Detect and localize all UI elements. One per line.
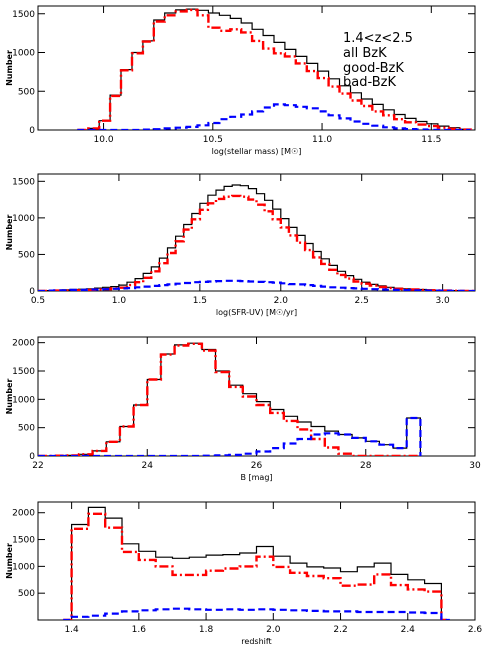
panel-3: 22 24 26 28 30 0 500 1000 1500 2000 B [mag] Number	[5, 336, 481, 482]
series-good-line	[77, 8, 472, 130]
y-tick-label: 1500	[12, 367, 35, 377]
legend-entry-bad: bad-BzK	[343, 75, 396, 90]
series-all-line	[63, 506, 450, 620]
y-tick-label: 1000	[12, 214, 35, 224]
y-tick-label: 2000	[12, 509, 35, 519]
y-tick-label: 0	[29, 287, 35, 297]
plot-frame	[37, 173, 476, 292]
x-tick-label: 0.5	[31, 296, 45, 306]
x-tick-label: 2.5	[355, 296, 369, 306]
legend-entry-all: all BzK	[343, 46, 387, 61]
series-bad-line	[38, 416, 422, 456]
y-tick-label: 1500	[12, 536, 35, 546]
series-bad-line	[63, 607, 450, 620]
y-tick-label: 0	[29, 126, 35, 136]
x-tick-label: 1.8	[199, 625, 214, 635]
series-all-line	[77, 8, 472, 130]
panel-1: 10.0 10.5 11.0 11.5 0 500 1000 1500 log(stellar …	[5, 5, 476, 156]
series-good-line	[38, 342, 421, 456]
y-tick-label: 500	[18, 250, 35, 260]
x-tick-label: 1.6	[132, 625, 147, 635]
y-tick-label: 1500	[12, 177, 35, 187]
x-axis-label: log(stellar mass) [M☉]	[212, 147, 302, 156]
x-tick-label: 10.0	[94, 135, 114, 145]
x-tick-label: 2.0	[266, 625, 281, 635]
series-bad-line	[38, 279, 475, 291]
x-tick-label: 10.5	[203, 135, 223, 145]
panel-2: 0.5 1.0 1.5 2.0 2.5 3.0 0 500 1000 1500 log(SFR-UV…	[5, 173, 476, 317]
series-all-line	[38, 342, 421, 456]
y-tick-label: 1000	[12, 49, 35, 59]
y-axis-label: Number	[5, 50, 14, 86]
y-axis-label: Number	[5, 215, 14, 251]
series-good-line	[63, 512, 450, 620]
x-tick-label: 22	[32, 461, 43, 471]
series-good-line	[38, 194, 475, 291]
panel-4: 1.4 1.6 1.8 2.0 2.2 2.4 2.6 500 1000 1500 2000 reds…	[5, 501, 483, 646]
plot-frame	[37, 5, 476, 131]
y-axis-label: Number	[5, 543, 14, 579]
y-axis-label: Number	[5, 379, 14, 415]
x-tick-label: 2.2	[333, 625, 347, 635]
x-tick-label: 2.0	[274, 296, 289, 306]
x-axis-label: redshift	[241, 637, 271, 646]
y-tick-label: 500	[18, 424, 35, 434]
y-tick-label: 1000	[12, 395, 35, 405]
y-tick-label: 1500	[12, 10, 35, 20]
x-tick-label: 2.4	[401, 625, 416, 635]
legend-title: 1.4<z<2.5	[343, 31, 413, 46]
x-tick-label: 1.4	[64, 625, 79, 635]
legend: 1.4<z<2.5 all BzK good-BzK bad-BzK	[343, 31, 413, 90]
y-tick-label: 2000	[12, 339, 35, 349]
y-tick-label: 0	[29, 452, 35, 462]
x-tick-label: 11.5	[421, 135, 441, 145]
y-tick-label: 1000	[12, 562, 35, 572]
x-tick-label: 26	[251, 461, 263, 471]
x-tick-label: 30	[469, 461, 481, 471]
x-tick-label: 2.6	[468, 625, 483, 635]
legend-entry-good: good-BzK	[343, 61, 404, 76]
y-tick-label: 500	[18, 589, 35, 599]
x-tick-label: 1.0	[112, 296, 127, 306]
y-tick-label: 500	[18, 87, 35, 97]
x-tick-label: 24	[142, 461, 154, 471]
plot-frame	[37, 501, 476, 621]
x-axis-label: B [mag]	[240, 473, 272, 482]
x-tick-label: 28	[360, 461, 372, 471]
series-bad-line	[77, 103, 471, 130]
x-tick-label: 1.5	[193, 296, 207, 306]
x-tick-label: 11.0	[312, 135, 332, 145]
x-axis-label: log(SFR-UV) [M☉/yr]	[216, 308, 297, 317]
x-tick-label: 3.0	[435, 296, 450, 306]
